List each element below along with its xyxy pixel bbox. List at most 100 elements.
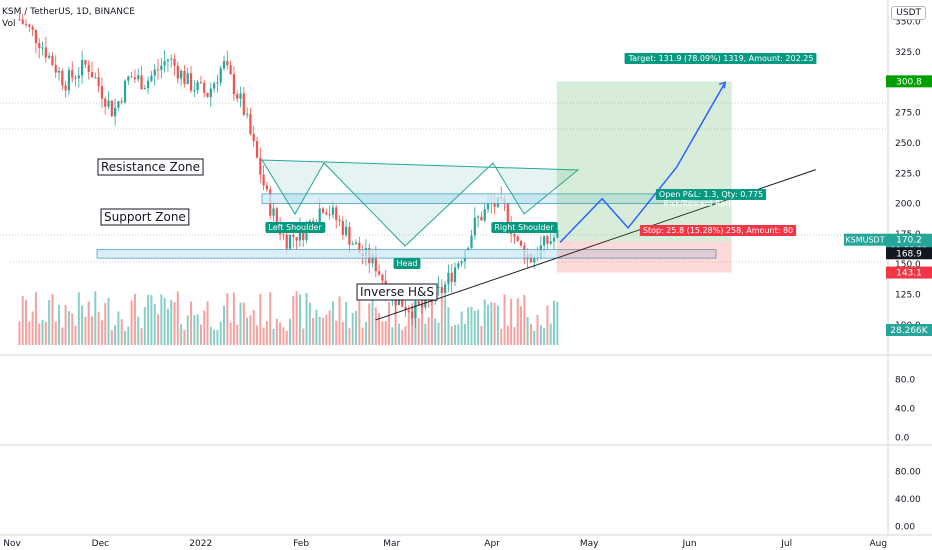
volume-bar (246, 317, 249, 345)
candle-body (137, 75, 140, 80)
support-zone-label: Support Zone (100, 208, 190, 226)
volume-bar (107, 297, 110, 345)
volume-bar (44, 321, 47, 345)
candle-body (407, 310, 410, 312)
volume-bar (312, 317, 315, 345)
volume-bar (120, 319, 123, 345)
candle-body (549, 241, 552, 244)
volume-bar (97, 312, 100, 345)
volume-bar (556, 301, 559, 345)
entry-price-tag-box (886, 247, 932, 260)
volume-bar (295, 291, 298, 345)
candle-body (440, 286, 443, 294)
volume-bar (170, 299, 173, 345)
volume-bar (506, 325, 509, 345)
volume-bar (157, 314, 160, 345)
drawing-overlays: Resistance Zone Support Zone Inverse H&S Le… (96, 53, 817, 321)
candle-body (506, 203, 509, 226)
candle-body (358, 242, 361, 254)
volume-bar (520, 306, 523, 345)
candle-body (100, 85, 104, 99)
candle-body (255, 141, 259, 158)
volume-bar (282, 327, 285, 345)
volume-bar (454, 325, 457, 345)
volume-bar (529, 323, 532, 345)
volume-bar (117, 311, 120, 345)
right-shoulder-label: Right Shoulder (491, 222, 558, 233)
volume-bar (549, 323, 552, 345)
volume-bar (176, 291, 179, 345)
volume-bar (322, 317, 325, 345)
chart-header: KSM / TetherUS, 1D, BINANCE Vol (2, 6, 135, 30)
last-price-text: 170.2 (896, 236, 922, 246)
currency-button[interactable]: USDT (891, 6, 926, 20)
candle-body (351, 244, 354, 246)
candle-body (401, 298, 404, 307)
candle-body (170, 58, 173, 60)
volume-bar (232, 292, 235, 345)
stop-price-tag: 143.1 (886, 266, 932, 279)
candle-body (265, 185, 269, 190)
candle-body (147, 80, 150, 89)
volume-bar (180, 324, 183, 345)
candle-body (437, 286, 440, 288)
volume-bar (91, 316, 94, 345)
volume-bar (166, 308, 169, 345)
candle-body (414, 301, 417, 319)
y-tick-label: 40.0 (895, 404, 915, 414)
volume-bar (193, 315, 196, 345)
volume-bar (355, 311, 358, 345)
volume-bar (74, 325, 77, 345)
candle-body (328, 214, 331, 216)
target-price-tag: 300.8 (886, 75, 932, 88)
x-tick-label: Jun (682, 539, 697, 549)
candle-body (222, 61, 226, 69)
volume-bar (450, 326, 453, 345)
candle-body (417, 301, 420, 305)
volume-bar (133, 293, 136, 345)
volume-bar (467, 307, 470, 345)
stop-price-tag-box (886, 266, 932, 279)
candle-body (87, 64, 90, 73)
candle-body (226, 61, 229, 66)
volume-bar (140, 328, 143, 345)
candle-body (397, 298, 401, 306)
volume-bar (371, 299, 374, 345)
volume-bar (265, 321, 268, 345)
y-tick-label: 225.0 (895, 169, 921, 179)
candle-body (470, 235, 473, 249)
volume-bar (51, 293, 54, 345)
candle-body (34, 29, 38, 44)
candle-body (338, 219, 341, 222)
symbol-tag: KSMUSDT (844, 233, 886, 246)
volume-bar (536, 314, 539, 345)
right-shoulder-label-text: Right Shoulder (494, 223, 554, 232)
volume-bars (18, 291, 559, 345)
candle-body (183, 70, 186, 84)
entry-price-tag: 168.9 (886, 247, 932, 260)
x-tick-label: Jul (780, 539, 792, 549)
candle-body (130, 76, 133, 78)
candle-body (483, 209, 486, 221)
candle-body (153, 69, 156, 76)
candle-body (114, 107, 117, 117)
grid-lines (0, 102, 932, 536)
volume-bar (526, 316, 529, 345)
volume-bar (77, 292, 80, 345)
candle-body (206, 92, 209, 98)
candle-body (411, 311, 414, 319)
volume-bar (160, 294, 163, 345)
volume-bar (473, 310, 476, 345)
volume-bar (503, 294, 506, 345)
volume-bar (305, 293, 308, 345)
entry-price-tag-text: 168.9 (896, 249, 922, 259)
candle-body (242, 93, 245, 115)
volume-bar (206, 301, 209, 345)
candle-body (354, 242, 358, 245)
candle-body (424, 296, 427, 308)
candle-body (21, 19, 24, 24)
volume-bar (239, 302, 242, 345)
target-price-tag-text: 300.8 (896, 77, 922, 87)
candle-body (288, 235, 292, 249)
volume-bar (533, 330, 536, 345)
